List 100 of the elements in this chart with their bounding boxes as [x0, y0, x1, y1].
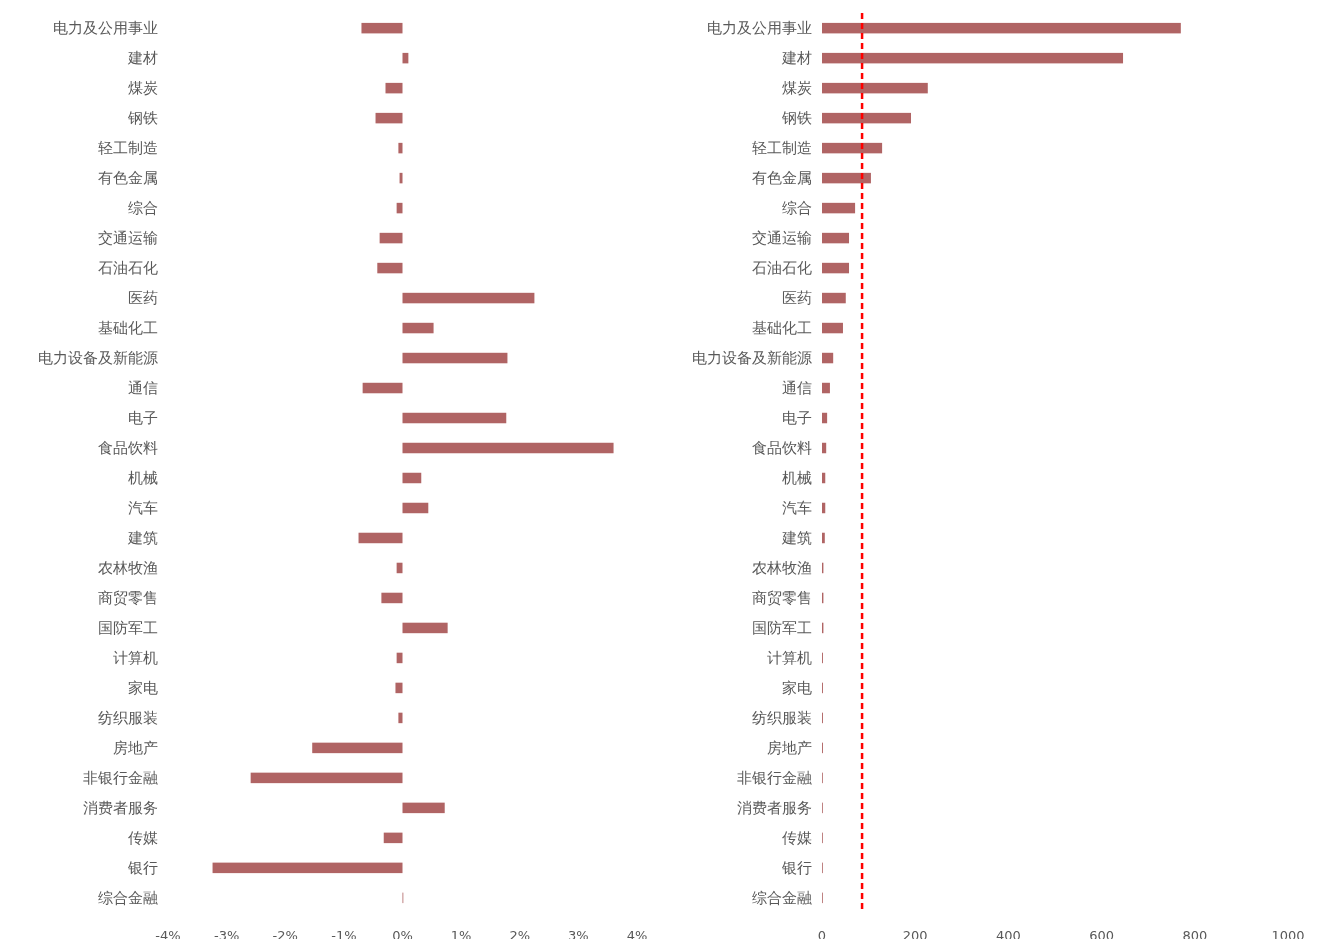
y-tick-label: 汽车: [128, 499, 158, 518]
bar: [822, 442, 827, 454]
y-tick-label: 综合金融: [752, 889, 812, 908]
y-tick-label: 计算机: [767, 649, 812, 668]
y-tick-label: 基础化工: [752, 319, 812, 338]
y-tick-label: 交通运输: [752, 229, 812, 248]
y-tick-label: 汽车: [782, 499, 812, 518]
bar: [379, 232, 403, 244]
x-tick-label: -1%: [331, 927, 357, 939]
y-tick-label: 国防军工: [752, 619, 812, 638]
y-tick-label: 机械: [782, 469, 812, 488]
y-tick-label: 国防军工: [98, 619, 158, 638]
bar: [358, 532, 403, 544]
y-tick-label: 电子: [782, 409, 812, 428]
x-tick-label: 2%: [509, 927, 531, 939]
bar: [383, 832, 403, 844]
y-tick-label: 基础化工: [98, 319, 158, 338]
y-tick-label: 有色金属: [752, 169, 812, 188]
y-tick-label: 交通运输: [98, 229, 158, 248]
y-tick-label: 轻工制造: [98, 139, 158, 158]
bar: [398, 712, 403, 724]
x-tick-label: 4%: [626, 927, 648, 939]
bar: [822, 172, 871, 184]
y-tick-label: 消费者服务: [83, 799, 158, 818]
y-tick-label: 非银行金融: [737, 769, 812, 788]
bar: [385, 82, 403, 94]
x-tick-label: -4%: [155, 927, 181, 939]
x-tick-label: 200: [902, 927, 928, 939]
y-tick-label: 食品饮料: [752, 439, 812, 458]
bar: [375, 112, 403, 124]
y-tick-label: 医药: [782, 289, 812, 308]
y-tick-label: 建材: [781, 49, 812, 68]
y-tick-label: 建材: [127, 49, 158, 68]
bar: [402, 412, 507, 424]
y-tick-label: 家电: [128, 679, 158, 698]
y-tick-label: 纺织服装: [752, 709, 812, 728]
y-tick-label: 医药: [128, 289, 158, 308]
bar: [402, 292, 535, 304]
bar: [822, 142, 883, 154]
y-tick-label: 房地产: [767, 739, 812, 758]
bar: [822, 232, 850, 244]
x-tick-label: 800: [1182, 927, 1208, 939]
y-tick-label: 纺织服装: [98, 709, 158, 728]
y-tick-label: 传媒: [782, 829, 812, 848]
y-tick-label: 家电: [782, 679, 812, 698]
x-tick-label: 400: [995, 927, 1021, 939]
y-tick-label: 钢铁: [127, 109, 158, 128]
bar: [822, 22, 1181, 34]
y-tick-label: 银行: [127, 859, 158, 878]
x-tick-label: 0%: [392, 927, 413, 939]
x-tick-label: 1%: [450, 927, 472, 939]
bar: [402, 352, 508, 364]
y-tick-label: 有色金属: [98, 169, 158, 188]
bar: [377, 262, 403, 274]
bar: [361, 22, 403, 34]
bar: [402, 322, 434, 334]
bar: [398, 142, 403, 154]
bar: [395, 682, 403, 694]
bar: [402, 622, 448, 634]
y-tick-label: 传媒: [128, 829, 158, 848]
x-tick-label: 3%: [568, 927, 589, 939]
bar: [402, 442, 614, 454]
y-tick-label: 石油石化: [98, 259, 158, 278]
bar: [822, 352, 834, 364]
y-tick-label: 农林牧渔: [98, 559, 158, 578]
y-tick-label: 综合金融: [98, 889, 158, 908]
bar: [399, 172, 403, 184]
x-tick-label: 0: [817, 927, 827, 939]
y-tick-label: 机械: [128, 469, 158, 488]
y-tick-label: 农林牧渔: [752, 559, 812, 578]
bar: [381, 592, 403, 604]
bar: [822, 322, 843, 334]
y-tick-label: 轻工制造: [752, 139, 812, 158]
bar: [822, 52, 1124, 64]
bar: [312, 742, 403, 754]
y-tick-label: 电力及公用事业: [707, 19, 812, 38]
bar: [362, 382, 403, 394]
y-tick-label: 消费者服务: [737, 799, 812, 818]
bar: [822, 412, 828, 424]
y-tick-label: 银行: [781, 859, 812, 878]
y-tick-label: 食品饮料: [98, 439, 158, 458]
bar: [402, 502, 429, 514]
y-tick-label: 建筑: [127, 529, 158, 548]
y-tick-label: 电子: [128, 409, 158, 428]
bar: [822, 382, 830, 394]
bar: [396, 202, 403, 214]
x-tick-label: -3%: [213, 927, 240, 939]
y-tick-label: 电力设备及新能源: [692, 349, 812, 368]
bar: [212, 862, 403, 874]
y-tick-label: 煤炭: [128, 79, 158, 98]
y-tick-label: 通信: [128, 379, 158, 398]
y-tick-label: 建筑: [781, 529, 812, 548]
y-tick-label: 商贸零售: [98, 589, 158, 608]
bar: [396, 562, 403, 574]
bar: [402, 802, 445, 814]
y-tick-label: 房地产: [113, 739, 158, 758]
bar: [822, 202, 856, 214]
bar: [822, 112, 912, 124]
bar: [822, 82, 928, 94]
y-tick-label: 通信: [782, 379, 812, 398]
